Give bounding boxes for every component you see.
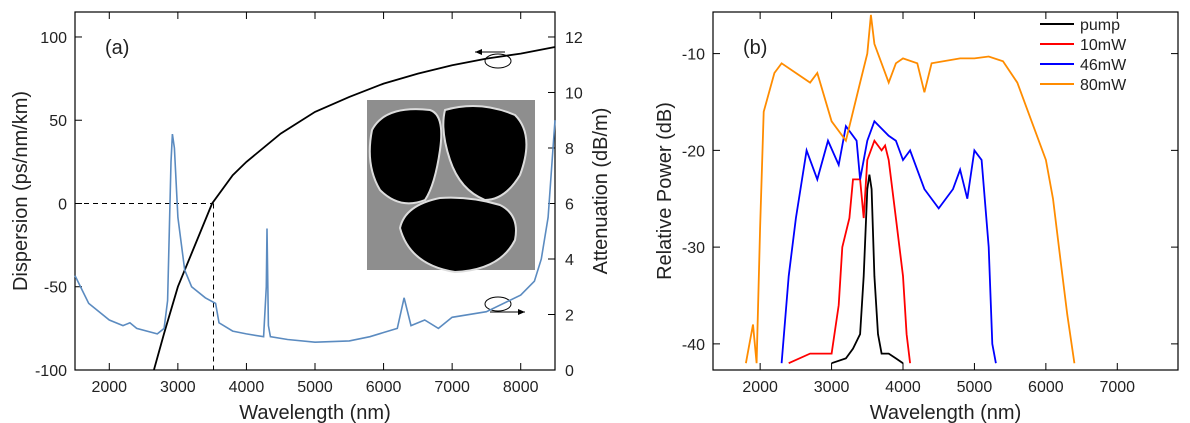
x-tick-label: 3000 [814,379,850,396]
annotation: (a) [105,37,129,59]
y-axis-label: Relative Power (dB) [654,102,676,280]
y2-tick-label: 0 [565,363,574,380]
series-line [788,138,911,365]
x-tick-label: 5000 [957,379,993,396]
plot-frame [74,11,556,371]
legend-label: pump [1080,17,1120,34]
x-tick-label: 8000 [503,379,539,396]
x-tick-label: 4000 [885,379,921,396]
series-line [780,119,997,364]
y2-tick-label: 4 [565,252,574,269]
y2-tick-label: 12 [565,30,583,47]
y2-tick-label: 6 [565,196,574,213]
legend-label: 46mW [1080,57,1127,74]
y2-tick-label: 2 [565,307,574,324]
legend-label: 10mW [1080,37,1127,54]
y2-tick-label: 10 [565,85,583,102]
y-tick-label: -30 [682,240,705,257]
ellipse [484,53,512,69]
series-line [74,120,556,344]
pointer-a-top [475,49,512,69]
y-tick-label: 0 [58,196,67,213]
y2-axis-label: Attenuation (dB/m) [590,108,612,275]
series-line [831,174,904,365]
x-tick-label: 2000 [742,379,778,396]
legend-label: 80mW [1080,77,1127,94]
x-tick-label: 4000 [229,379,265,396]
y-tick-label: 100 [40,30,67,47]
x-tick-label: 6000 [1028,379,1064,396]
arrow-head [475,49,482,55]
x-axis-label: Wavelength (nm) [239,402,391,423]
inset-hole [368,108,443,205]
y-tick-label: 50 [49,113,67,130]
plot-frame [712,11,1179,371]
x-tick-label: 6000 [366,379,402,396]
y-tick-label: -40 [682,337,705,354]
x-tick-label: 3000 [160,379,196,396]
x-tick-label: 5000 [297,379,333,396]
y2-tick-label: 8 [565,141,574,158]
arrow-head [518,309,525,315]
y-tick-label: -10 [682,47,705,64]
series-line [745,14,1076,364]
x-tick-label: 2000 [91,379,127,396]
pointer-a-bottom [484,296,525,315]
x-tick-label: 7000 [434,379,470,396]
y-tick-label: -100 [35,363,67,380]
y-tick-label: -50 [44,280,67,297]
annotation: (b) [743,37,767,59]
x-tick-label: 7000 [1099,379,1135,396]
ellipse [484,296,512,312]
inset-hole [398,196,517,274]
x-axis-label: Wavelength (nm) [870,402,1022,423]
inset-hole [442,105,528,202]
y-axis-label: Dispersion (ps/nm/km) [10,91,32,291]
y-tick-label: -20 [682,143,705,160]
inset [367,100,535,274]
